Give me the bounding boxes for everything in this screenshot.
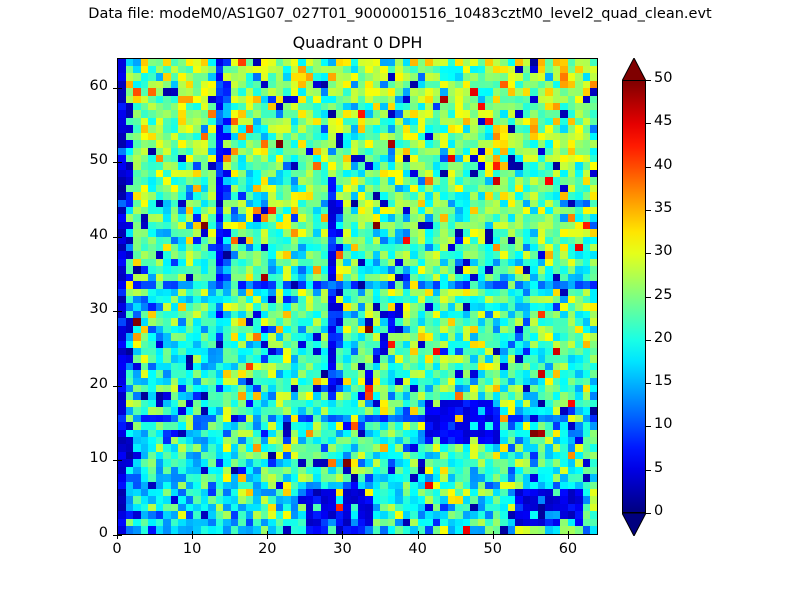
colorbar-tick-mark xyxy=(646,166,651,168)
y-tick-mark xyxy=(113,87,117,89)
colorbar-tick-label: 45 xyxy=(654,113,673,130)
y-tick-label: 50 xyxy=(89,152,108,169)
y-tick-mark xyxy=(113,460,117,462)
colorbar-tick-mark xyxy=(646,469,651,471)
y-tick-label: 0 xyxy=(98,525,108,541)
colorbar-gradient xyxy=(622,80,646,513)
colorbar-tick-mark xyxy=(646,123,651,125)
colorbar-tick-label: 25 xyxy=(654,286,673,303)
colorbar[interactable] xyxy=(621,56,647,538)
x-tick-mark xyxy=(417,535,419,539)
x-tick-mark xyxy=(567,535,569,539)
x-tick-mark-inner xyxy=(267,531,269,535)
x-tick-label: 10 xyxy=(182,541,202,557)
colorbar-tick-label: 30 xyxy=(654,243,673,260)
y-tick-mark xyxy=(113,162,117,164)
y-tick-mark xyxy=(113,385,117,387)
y-tick-mark xyxy=(113,535,117,536)
x-tick-label: 0 xyxy=(112,541,122,557)
y-tick-label: 20 xyxy=(89,375,108,392)
colorbar-tick-label: 20 xyxy=(654,329,673,346)
y-tick-mark-inner xyxy=(118,87,122,89)
y-tick-mark-inner xyxy=(118,385,122,387)
heatmap-axes[interactable] xyxy=(117,58,598,535)
colorbar-tick-label: 15 xyxy=(654,373,673,390)
x-tick-label: 50 xyxy=(483,541,502,557)
y-tick-label: 10 xyxy=(89,450,108,467)
y-tick-mark xyxy=(113,236,117,238)
y-tick-mark-inner xyxy=(118,162,122,164)
colorbar-tick-mark xyxy=(646,209,651,211)
x-tick-mark xyxy=(267,535,269,539)
colorbar-tick-mark xyxy=(646,296,651,298)
x-tick-label: 40 xyxy=(408,541,427,557)
y-tick-mark xyxy=(113,311,117,313)
figure-suptitle: Data file: modeM0/AS1G07_027T01_90000015… xyxy=(88,6,712,22)
x-tick-mark-inner xyxy=(567,531,569,535)
x-tick-mark-inner xyxy=(192,531,194,535)
colorbar-extend-min-arrow xyxy=(621,512,647,538)
x-tick-label: 60 xyxy=(558,541,578,557)
x-tick-mark-inner xyxy=(417,531,419,535)
heatmap-image[interactable] xyxy=(118,59,597,534)
colorbar-tick-mark xyxy=(646,513,651,514)
y-tick-label: 60 xyxy=(89,77,108,94)
y-tick-mark-inner xyxy=(118,311,122,313)
colorbar-tick-mark xyxy=(646,80,651,81)
x-tick-label: 30 xyxy=(333,541,352,557)
colorbar-tick-label: 5 xyxy=(654,459,664,476)
x-tick-mark xyxy=(117,535,118,539)
x-tick-mark xyxy=(492,535,494,539)
colorbar-tick-mark xyxy=(646,253,651,255)
y-tick-label: 40 xyxy=(89,226,108,243)
y-tick-mark-inner xyxy=(118,535,122,536)
y-tick-mark-inner xyxy=(118,236,122,238)
x-tick-mark-inner xyxy=(342,531,344,535)
x-tick-mark-inner xyxy=(492,531,494,535)
colorbar-tick-mark xyxy=(646,339,651,341)
colorbar-tick-label: 10 xyxy=(654,416,673,433)
y-tick-mark-inner xyxy=(118,460,122,462)
colorbar-tick-label: 50 xyxy=(654,70,673,86)
x-tick-label: 20 xyxy=(258,541,277,557)
x-tick-mark xyxy=(192,535,194,539)
colorbar-tick-label: 35 xyxy=(654,199,673,216)
x-tick-mark-inner xyxy=(117,531,118,535)
colorbar-extend-max-arrow xyxy=(621,56,647,82)
colorbar-tick-label: 0 xyxy=(654,503,664,519)
colorbar-tick-mark xyxy=(646,383,651,385)
y-tick-label: 30 xyxy=(89,301,108,318)
colorbar-tick-label: 40 xyxy=(654,156,673,173)
colorbar-tick-mark xyxy=(646,426,651,428)
x-tick-mark xyxy=(342,535,344,539)
axes-title: Quadrant 0 DPH xyxy=(292,33,423,52)
